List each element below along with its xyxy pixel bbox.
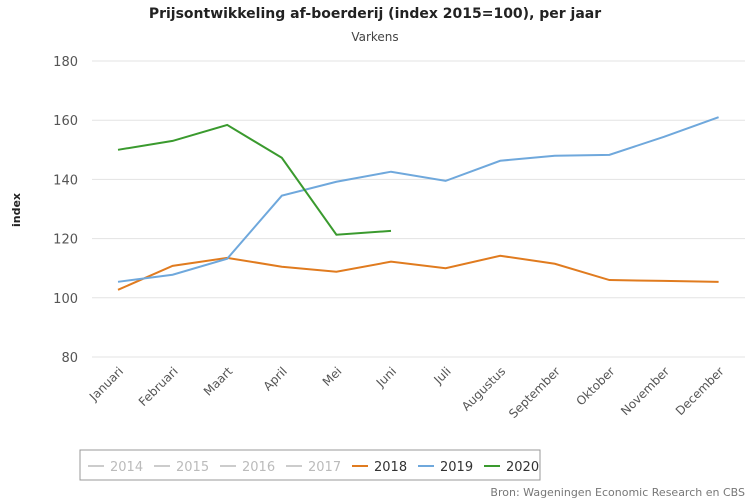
y-tick-label: 140 (53, 173, 78, 188)
x-tick-label: Oktober (573, 364, 617, 408)
legend-item-2014[interactable]: 2014 (88, 460, 143, 475)
legend-label: 2017 (308, 460, 341, 475)
legend-item-2016[interactable]: 2016 (220, 460, 275, 475)
legend-label: 2016 (242, 460, 275, 475)
x-tick-label: December (673, 364, 727, 418)
y-tick-label: 80 (61, 351, 78, 366)
y-tick-label: 100 (53, 292, 78, 307)
x-tick-label: Mei (320, 364, 345, 389)
y-axis-label: index (10, 193, 23, 227)
series-line-2020 (117, 123, 392, 236)
y-tick-label: 120 (53, 233, 78, 248)
y-tick-label: 180 (53, 55, 78, 70)
x-tick-label: Februari (136, 364, 181, 409)
x-tick-label: Maart (201, 364, 236, 399)
legend-item-2019[interactable]: 2019 (418, 460, 473, 475)
legend (79, 449, 541, 481)
x-tick-label: September (506, 364, 563, 421)
series-line-2019 (117, 116, 719, 283)
chart-subtitle: Varkens (351, 30, 398, 44)
x-tick-label: April (261, 364, 290, 393)
x-tick-label: Juli (431, 364, 454, 387)
legend-label: 2020 (506, 460, 539, 475)
legend-label: 2019 (440, 460, 473, 475)
series-line-2018 (117, 254, 719, 291)
legend-label: 2018 (374, 460, 407, 475)
x-tick-label: Januari (86, 364, 126, 404)
x-tick-label: Augustus (459, 364, 508, 413)
x-tick-label: November (618, 364, 672, 418)
chart-title: Prijsontwikkeling af-boerderij (index 20… (149, 6, 601, 22)
legend-label: 2014 (110, 460, 143, 475)
legend-item-2015[interactable]: 2015 (154, 460, 209, 475)
legend-item-2018[interactable]: 2018 (352, 460, 407, 475)
legend-item-2020[interactable]: 2020 (484, 460, 539, 475)
legend-item-2017[interactable]: 2017 (286, 460, 341, 475)
legend-label: 2015 (176, 460, 209, 475)
y-tick-label: 160 (53, 114, 78, 129)
source-note: Bron: Wageningen Economic Research en CB… (490, 486, 745, 499)
x-tick-label: Juni (373, 364, 399, 390)
